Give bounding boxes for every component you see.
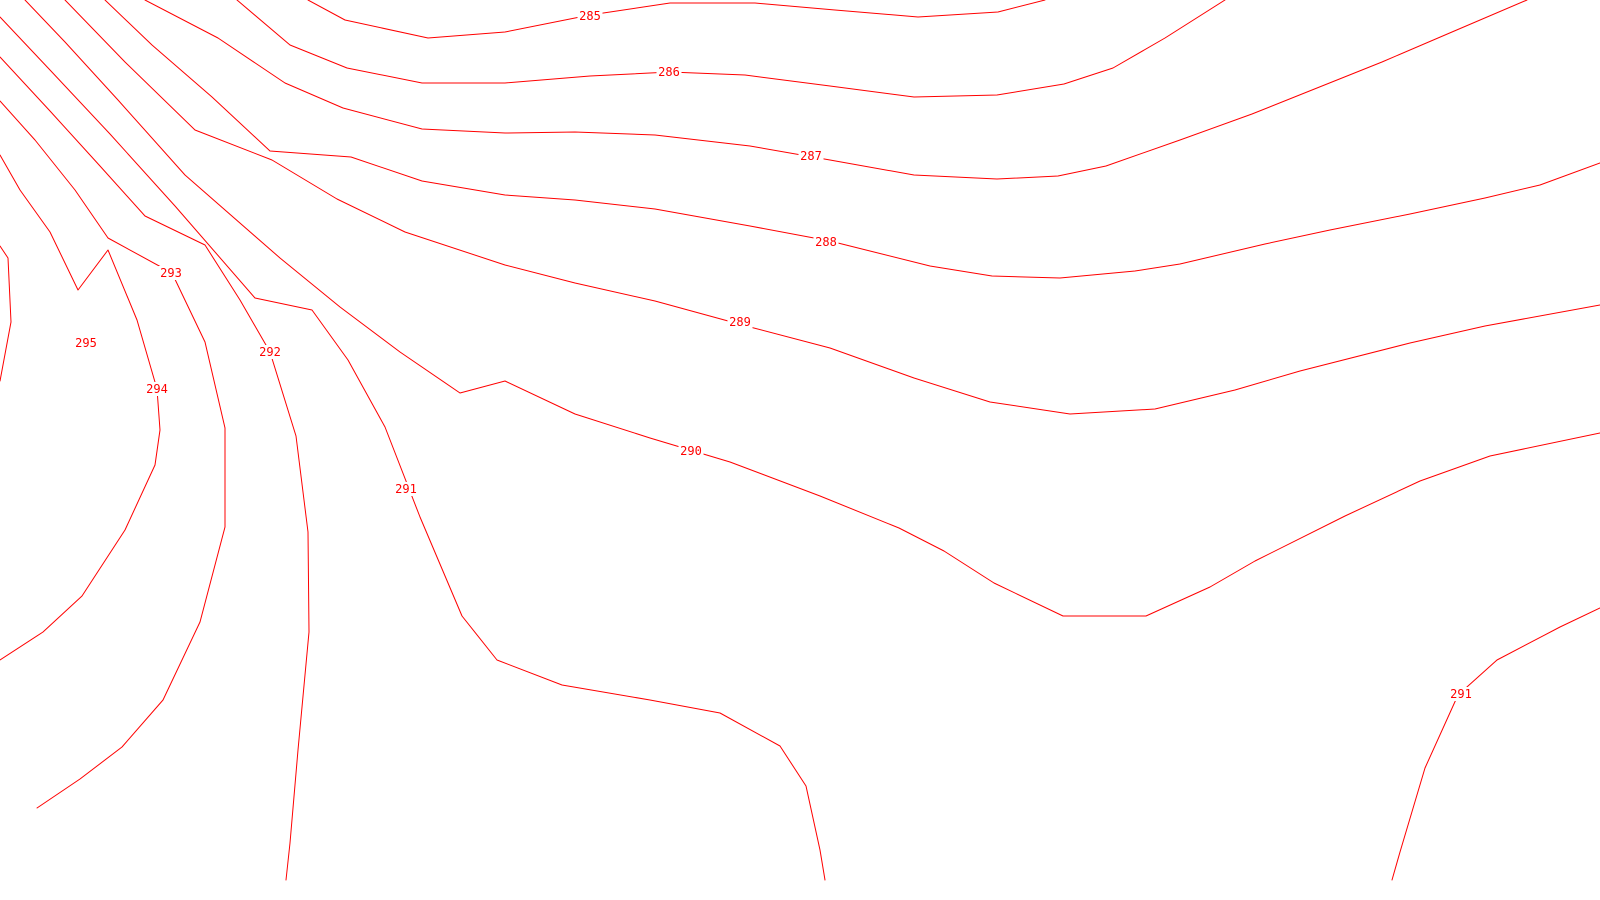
contour-label-286: 286	[656, 65, 682, 79]
contour-label-text: 290	[680, 444, 702, 458]
contour-label-text: 294	[146, 382, 168, 396]
contour-label-text: 288	[815, 235, 837, 249]
contour-lines	[0, 0, 1600, 881]
contour-label-text: 292	[259, 345, 281, 359]
contour-line-292	[0, 56, 310, 881]
contour-label-text: 291	[395, 482, 417, 496]
contour-label-text: 291	[1450, 687, 1472, 701]
contour-labels: 285 286 287 288 289 290 292 293 294 295 291 291	[73, 9, 1474, 701]
contour-label-background	[678, 444, 704, 458]
contour-label-290: 290	[678, 444, 704, 458]
contour-label-background	[144, 382, 170, 396]
contour-label-background	[158, 266, 184, 280]
contour-line-289	[64, 0, 1600, 415]
contour-label-text: 289	[729, 315, 751, 329]
contour-line-293	[0, 100, 226, 809]
contour-label-background	[73, 336, 99, 350]
contour-line-295	[0, 245, 12, 382]
contour-label-background	[393, 482, 419, 496]
contour-line-291a	[0, 16, 826, 881]
contour-line-287	[144, 0, 1528, 180]
contour-label-background	[257, 345, 283, 359]
contour-label-289: 289	[727, 315, 753, 329]
contour-label-292: 292	[257, 345, 283, 359]
contour-line-294	[0, 154, 161, 661]
contour-label-285: 285	[577, 9, 603, 23]
contour-label-text: 293	[160, 266, 182, 280]
contour-label-background	[577, 9, 603, 23]
contour-label-background	[1448, 687, 1474, 701]
contour-label-background	[813, 235, 839, 249]
contour-label-text: 287	[800, 149, 822, 163]
contour-line-285	[307, 0, 1046, 39]
contour-label-text: 285	[579, 9, 601, 23]
contour-label-293: 293	[158, 266, 184, 280]
contour-label-background	[798, 149, 824, 163]
contour-label-291a: 291	[393, 482, 419, 496]
contour-label-294: 294	[144, 382, 170, 396]
contour-line-290	[24, 0, 1600, 617]
contour-line-291b	[1391, 607, 1600, 881]
contour-label-291b: 291	[1448, 687, 1474, 701]
contour-label-text: 295	[75, 336, 97, 350]
contour-label-text: 286	[658, 65, 680, 79]
contour-line-288	[104, 0, 1600, 279]
contour-label-288: 288	[813, 235, 839, 249]
contour-label-287: 287	[798, 149, 824, 163]
contour-label-background	[656, 65, 682, 79]
contour-label-295: 295	[73, 336, 99, 350]
contour-label-background	[727, 315, 753, 329]
contour-line-286	[236, 0, 1226, 98]
